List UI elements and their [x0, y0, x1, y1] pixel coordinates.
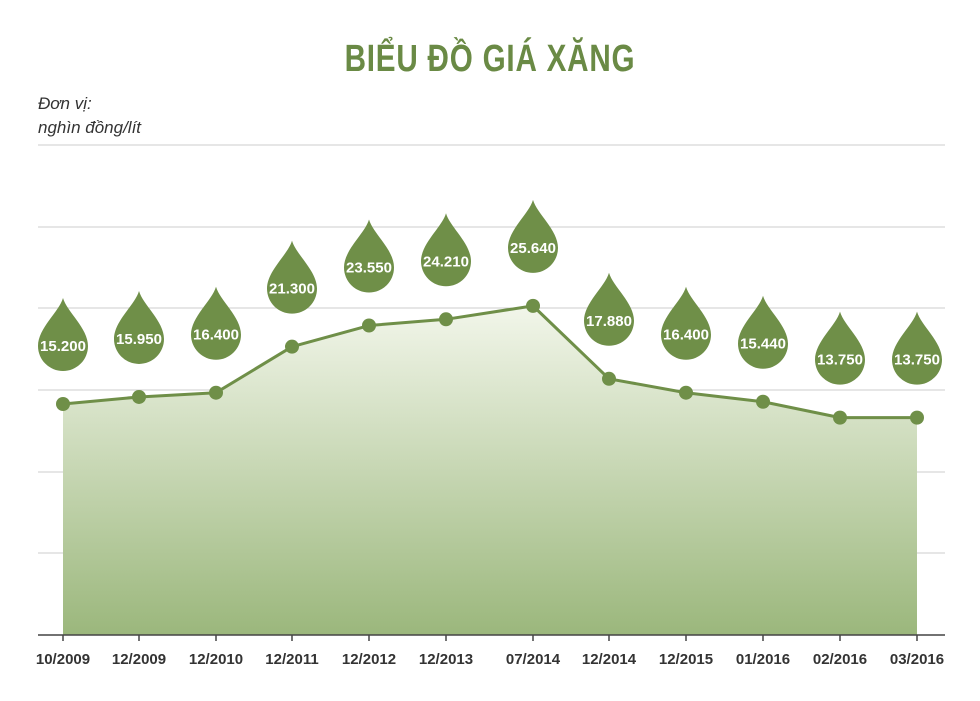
area-series: [62, 304, 917, 635]
data-label: 21.300: [269, 281, 315, 298]
x-tick-label: 12/2013: [419, 651, 473, 668]
droplet-marker: [38, 298, 88, 371]
x-tick-label: 10/2009: [36, 651, 90, 668]
data-point: [602, 371, 616, 386]
data-point: [756, 394, 770, 409]
data-point: [132, 389, 146, 404]
droplet-marker: [344, 219, 394, 293]
x-tick-label: 12/2015: [659, 651, 713, 668]
x-tick-label: 12/2010: [189, 651, 243, 668]
data-label: 15.950: [116, 331, 162, 348]
unit-label: Đơn vị: nghìn đồng/lít: [38, 92, 141, 140]
x-tick-label: 12/2012: [342, 651, 396, 668]
data-label: 15.440: [740, 336, 786, 353]
series-line: [62, 304, 917, 420]
droplet-marker: [421, 213, 471, 287]
droplet-marker: [584, 272, 634, 346]
x-tick-label: 12/2014: [582, 651, 637, 668]
x-tick-label: 03/2016: [890, 651, 944, 668]
data-label: 16.400: [193, 327, 239, 344]
data-label: 25.640: [510, 240, 556, 257]
x-tick-label: 07/2014: [506, 651, 561, 668]
data-point: [285, 339, 299, 354]
x-tick-label: 02/2016: [813, 651, 867, 668]
data-label: 16.400: [663, 327, 709, 344]
area-fill: [63, 305, 917, 635]
data-label: 13.750: [817, 352, 863, 369]
droplet-marker: [267, 240, 317, 314]
x-tick-label: 12/2011: [265, 651, 318, 668]
data-label: 15.200: [40, 338, 86, 355]
data-point: [209, 385, 223, 400]
x-tick-label: 12/2009: [112, 651, 166, 668]
data-label: 24.210: [423, 253, 469, 270]
droplet-marker: [508, 199, 558, 273]
droplet-marker: [738, 295, 788, 369]
data-point: [439, 312, 453, 327]
data-markers: 15.200 15.950 16.400 21.300 23.550 24.210 25.6…: [38, 199, 942, 425]
chart-title: BIỂU ĐỒ GIÁ XĂNG: [344, 38, 636, 80]
data-point: [679, 385, 693, 400]
data-point: [910, 410, 924, 425]
data-point: [56, 397, 70, 411]
data-point: [833, 410, 847, 425]
data-label: 13.750: [894, 352, 940, 369]
data-label: 23.550: [346, 260, 392, 277]
x-tick-label: 01/2016: [736, 651, 790, 668]
droplet-marker: [661, 286, 711, 360]
droplet-marker: [892, 311, 942, 385]
unit-label-line1: Đơn vị:: [38, 94, 92, 113]
droplet-marker: [190, 286, 241, 360]
data-label: 17.880: [586, 313, 632, 330]
droplet-marker: [114, 290, 164, 364]
unit-label-line2: nghìn đồng/lít: [38, 118, 142, 137]
x-axis: 10/2009 12/2009 12/2010 12/2011 12/2012 12/20…: [36, 634, 945, 668]
data-point: [362, 318, 376, 333]
droplet-marker: [815, 311, 865, 385]
data-point: [526, 298, 540, 313]
